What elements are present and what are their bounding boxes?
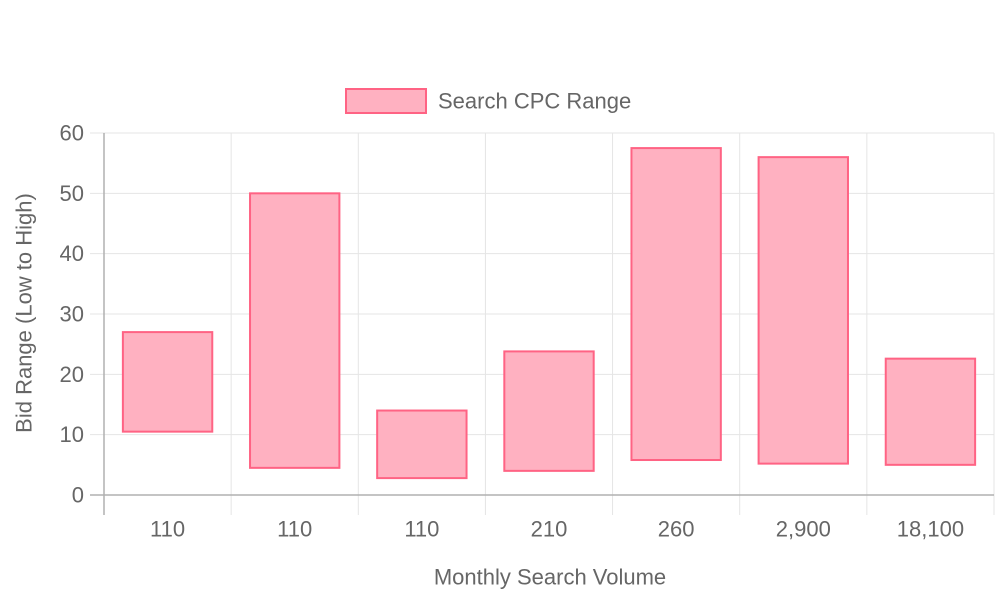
x-tick-label: 210 xyxy=(531,517,568,542)
range-bar[interactable] xyxy=(630,147,722,462)
grid-lines xyxy=(90,132,995,515)
y-tick-label: 20 xyxy=(60,362,84,387)
y-tick-label: 40 xyxy=(60,241,84,266)
x-tick-label: 2,900 xyxy=(776,517,831,542)
x-tick-label: 110 xyxy=(277,517,312,542)
x-axis-title: Monthly Search Volume xyxy=(434,565,666,590)
y-tick-label: 30 xyxy=(60,302,84,327)
y-tick-label: 60 xyxy=(60,121,84,146)
x-tick-label: 110 xyxy=(404,517,439,542)
y-axis-title: Bid Range (Low to High) xyxy=(12,193,37,433)
legend-swatch[interactable] xyxy=(345,88,427,114)
legend-label[interactable]: Search CPC Range xyxy=(438,89,631,114)
range-bar[interactable] xyxy=(376,409,468,480)
range-bar[interactable] xyxy=(884,357,977,466)
x-tick-label: 110 xyxy=(150,517,185,542)
axes xyxy=(90,133,994,515)
y-tick-label: 10 xyxy=(60,422,84,447)
x-tick-label: 18,100 xyxy=(897,517,964,542)
range-bar[interactable] xyxy=(503,350,595,472)
range-bar[interactable] xyxy=(121,331,214,433)
y-tick-label: 50 xyxy=(60,181,84,206)
range-bar[interactable] xyxy=(757,156,849,465)
x-tick-label: 260 xyxy=(658,517,695,542)
range-bar[interactable] xyxy=(249,192,341,469)
legend[interactable]: Search CPC Range xyxy=(345,88,631,114)
y-tick-label: 0 xyxy=(72,483,84,508)
tick-labels: 0 10 20 30 40 50 60 110 110 110 210 260 2,900 18,100 xyxy=(60,121,965,542)
bars xyxy=(121,147,977,480)
